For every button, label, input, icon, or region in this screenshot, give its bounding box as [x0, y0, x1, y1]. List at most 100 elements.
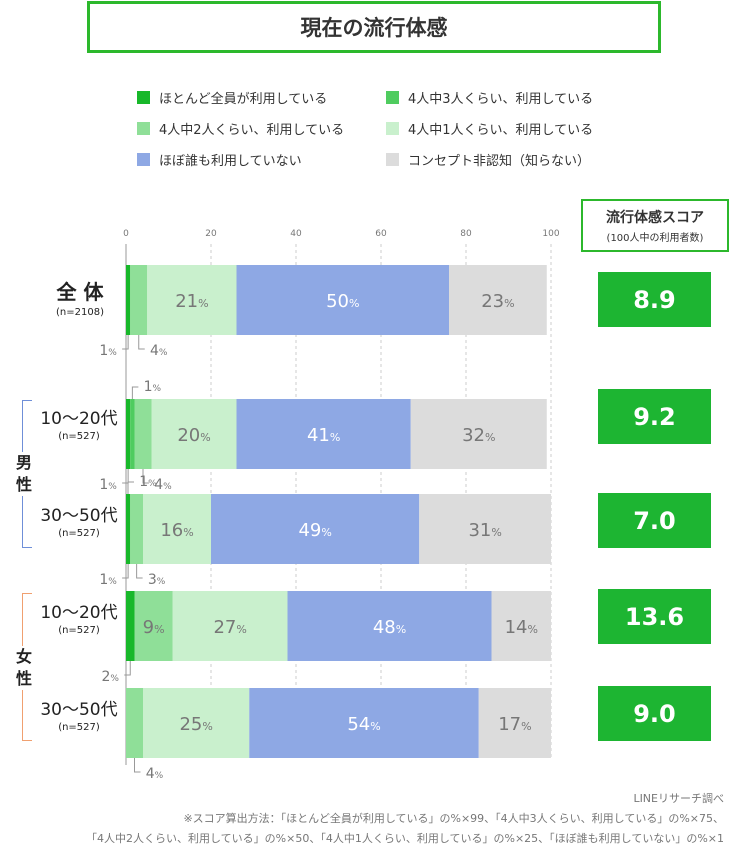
score-header-subtitle: (100人中の利用者数) [606, 233, 704, 244]
legend-label: コンセプト非認知（知らない） [408, 154, 591, 169]
bar-segment [126, 494, 131, 564]
x-tick-label: 0 [123, 229, 129, 239]
data-label: 48% [373, 617, 406, 638]
footer-note-2: 「4人中2人くらい、利用している」の%×50、「4人中1人くらい、利用している」… [86, 832, 724, 845]
bar-segment [130, 494, 143, 564]
bar-segment [134, 591, 173, 661]
footer-source: LINEリサーチ調べ [633, 792, 724, 805]
row-label-n: (n=2108) [56, 307, 104, 318]
data-label: 1% [144, 379, 162, 395]
callout-line [122, 469, 129, 484]
data-label: 54% [347, 714, 380, 735]
row-label-main: 全 体 [56, 280, 104, 304]
callout-line [127, 481, 134, 494]
bar-segment [143, 688, 250, 758]
row-label-main: 10〜20代 [40, 409, 118, 429]
data-label: 49% [298, 520, 331, 541]
callout-line [124, 661, 131, 676]
row-label-n: (n=527) [58, 431, 100, 442]
bar-segment [126, 591, 135, 661]
row-label-male-10-20: 10〜20代 (n=527) [36, 404, 122, 442]
score-female-30-50: 9.0 [598, 686, 711, 741]
x-tick-label: 20 [205, 229, 217, 239]
legend-swatch [137, 91, 150, 104]
row-label-n: (n=527) [58, 625, 100, 636]
x-tick-label: 60 [375, 229, 387, 239]
bar-segment [491, 591, 551, 661]
data-label: 25% [179, 714, 212, 735]
legend-label: ほとんど全員が利用している [159, 92, 328, 107]
bar-segment [449, 265, 547, 335]
data-label: 32% [462, 425, 495, 446]
bar-segment [236, 265, 449, 335]
score-male-30-50: 7.0 [598, 493, 711, 548]
legend-item-quarter: 4人中1人くらい、利用している [386, 119, 593, 138]
data-label: 16% [160, 520, 193, 541]
data-label: 1% [139, 474, 157, 490]
bar-segment [478, 688, 551, 758]
data-label: 21% [175, 291, 208, 312]
bar-segment [419, 494, 551, 564]
callout-line [122, 564, 129, 579]
callout-line [136, 564, 143, 579]
legend-item-all: ほとんど全員が利用している [137, 88, 327, 107]
data-label: 4% [146, 766, 164, 782]
data-label: 23% [481, 291, 514, 312]
bar-segment [126, 688, 143, 758]
data-label: 41% [307, 425, 340, 446]
bar-segment [236, 399, 411, 469]
data-label: 50% [326, 291, 359, 312]
score-male-10-20: 9.2 [598, 389, 711, 444]
row-label-female-30-50: 30〜50代 (n=527) [36, 695, 122, 733]
data-label: 4% [154, 477, 172, 493]
row-label-total: 全 体 (n=2108) [40, 276, 120, 318]
data-label: 31% [468, 520, 501, 541]
bar-segment [126, 265, 131, 335]
bar-segment [211, 494, 420, 564]
row-label-female-10-20: 10〜20代 (n=527) [36, 598, 122, 636]
data-label: 27% [213, 617, 246, 638]
bar-segment [130, 265, 148, 335]
score-header: 流行体感スコア (100人中の利用者数) [581, 199, 729, 252]
data-label: 9% [143, 617, 165, 638]
group-label-male: 男性 [12, 452, 36, 496]
callout-line [142, 469, 149, 484]
bar-segment [287, 591, 492, 661]
legend-item-none: ほぼ誰も利用していない [137, 150, 302, 169]
row-label-male-30-50: 30〜50代 (n=527) [36, 501, 122, 539]
group-label-female: 女性 [12, 646, 36, 690]
legend-swatch [386, 122, 399, 135]
data-label: 1% [99, 572, 117, 588]
row-label-main: 30〜50代 [40, 700, 118, 720]
legend-item-unaware: コンセプト非認知（知らない） [386, 150, 590, 169]
data-label: 14% [505, 617, 538, 638]
footer-note-1: ※スコア算出方法：「ほとんど全員が利用している」の%×99、「4人中3人くらい、… [183, 812, 724, 825]
data-label: 1% [99, 477, 117, 493]
data-label: 4% [150, 343, 168, 359]
callout-line [131, 386, 139, 399]
callout-line [134, 758, 141, 773]
bar-segment [134, 399, 152, 469]
data-label: 1% [99, 343, 117, 359]
x-tick-label: 40 [290, 229, 302, 239]
row-label-n: (n=527) [58, 722, 100, 733]
data-label: 17% [498, 714, 531, 735]
legend-label: ほぼ誰も利用していない [159, 154, 302, 169]
bar-segment [249, 688, 479, 758]
x-tick-label: 100 [542, 229, 559, 239]
bar-segment [151, 399, 237, 469]
x-tick-label: 80 [460, 229, 472, 239]
legend-item-half: 4人中2人くらい、利用している [137, 119, 344, 138]
legend-label: 4人中3人くらい、利用している [408, 92, 594, 107]
score-female-10-20: 13.6 [598, 589, 711, 644]
legend-swatch [386, 91, 399, 104]
row-label-main: 10〜20代 [40, 603, 118, 623]
score-total: 8.9 [598, 272, 711, 327]
legend-label: 4人中1人くらい、利用している [408, 123, 594, 138]
bar-segment [147, 265, 237, 335]
legend-item-three-quarters: 4人中3人くらい、利用している [386, 88, 593, 107]
callout-line [122, 335, 129, 350]
callout-line [138, 335, 145, 350]
legend-swatch [137, 122, 150, 135]
bar-segment [172, 591, 288, 661]
